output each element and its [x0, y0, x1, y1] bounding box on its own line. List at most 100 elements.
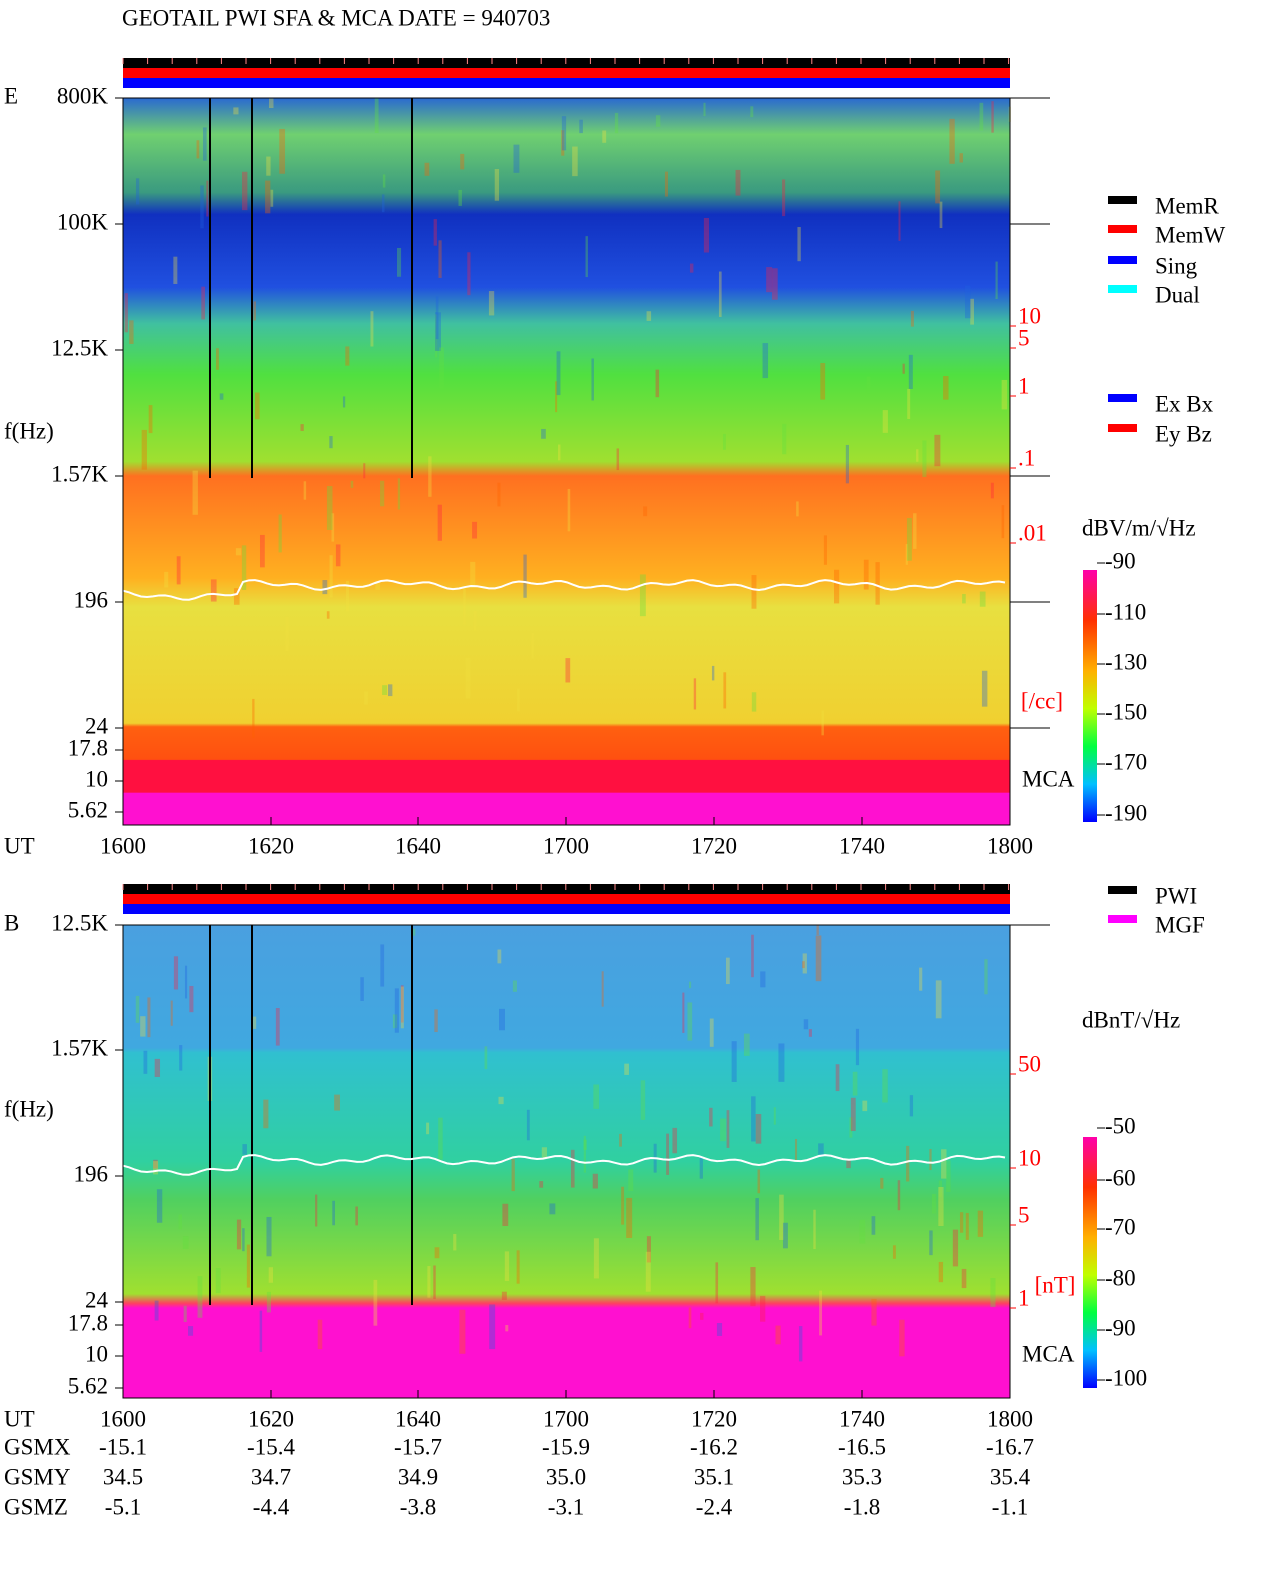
spectrogram-texture	[460, 153, 465, 170]
spectrogram-texture	[173, 256, 178, 284]
spectrogram-texture	[373, 1279, 378, 1326]
spectrogram-texture	[438, 1117, 443, 1160]
spectrogram-texture	[919, 967, 923, 991]
spectrogram-texture	[326, 486, 333, 530]
spectrogram-texture	[555, 381, 558, 413]
spectrogram-texture	[523, 554, 527, 598]
spectrogram-texture	[179, 1045, 183, 1071]
spectrogram-texture	[434, 1247, 440, 1259]
colorbar	[1083, 570, 1097, 822]
spectrogram-texture	[725, 957, 730, 985]
spectrogram-texture	[275, 1008, 280, 1046]
colorbar-tick-label: -90	[1105, 548, 1136, 573]
mode-bar	[123, 68, 1010, 78]
orbit-value: -3.8	[400, 1494, 436, 1519]
x-tick-label: 1800	[987, 833, 1033, 858]
spectrogram-texture	[197, 1276, 203, 1318]
spectrogram-texture	[979, 591, 986, 607]
spectrogram-texture	[135, 178, 140, 205]
mode-bar	[123, 58, 1010, 68]
spectrogram-texture	[709, 1018, 714, 1047]
spectrogram-texture	[434, 1009, 438, 1033]
spectrogram-texture	[990, 482, 994, 499]
y-tick-label: 24	[85, 713, 109, 738]
spectrogram-texture	[268, 1267, 274, 1283]
spectrogram-texture	[433, 219, 437, 246]
spectrogram-texture	[979, 102, 984, 131]
spectrogram-texture	[439, 347, 444, 389]
spectrogram-texture	[453, 1233, 457, 1251]
x-tick-label: 1620	[248, 833, 294, 858]
mode-bar	[123, 78, 1010, 88]
spectrogram-texture	[991, 101, 994, 133]
spectrogram-texture	[242, 1144, 247, 1155]
spectrogram-texture	[513, 144, 520, 173]
spectrogram-texture	[424, 162, 430, 176]
spectrogram-texture	[1001, 505, 1005, 539]
spectrogram-texture	[875, 562, 880, 605]
spectrogram-texture	[266, 156, 271, 176]
plasma-line	[122, 579, 1006, 601]
spectrogram-texture	[794, 1138, 798, 1161]
spectrogram-texture	[322, 580, 328, 595]
spectrogram-texture	[813, 1209, 816, 1250]
spectrogram-texture	[880, 1177, 884, 1189]
spectrogram-texture	[938, 1261, 944, 1283]
spectrogram-texture	[579, 119, 583, 134]
spectrogram-texture	[846, 1160, 851, 1169]
spectrogram-texture	[153, 1159, 158, 1169]
orbit-value: 35.3	[842, 1464, 882, 1489]
spectrogram-texture	[375, 580, 380, 590]
spectrogram-texture	[129, 320, 134, 344]
spectrogram-texture	[626, 1197, 633, 1238]
spectrogram-texture	[345, 346, 350, 366]
spectrogram-texture	[943, 376, 949, 400]
spectrogram-texture	[882, 1069, 888, 1103]
spectrogram-texture	[751, 575, 757, 609]
spectrogram-texture	[512, 980, 517, 992]
spectrogram-texture	[970, 298, 974, 325]
spectrogram-texture	[593, 1084, 600, 1109]
spectrogram-texture	[380, 944, 385, 987]
spectrogram-texture	[731, 1041, 737, 1082]
spectrogram-texture	[819, 1290, 823, 1336]
spectrogram-texture	[952, 1229, 959, 1267]
spectrogram-texture	[815, 935, 822, 982]
legend-swatch	[1108, 915, 1137, 923]
spectrogram-texture	[922, 440, 927, 477]
spectrogram-texture	[689, 263, 694, 273]
y-tick-label: 24	[85, 1287, 109, 1312]
colorbar-unit: dBnT/√Hz	[1082, 1007, 1180, 1032]
y-tick-label: 1.57K	[51, 461, 108, 486]
spectrogram-texture	[266, 1291, 271, 1313]
spectrogram-texture	[935, 980, 942, 1019]
spectrogram-texture	[541, 428, 546, 439]
spectrogram-texture	[124, 293, 128, 333]
spectrogram-texture	[156, 1189, 163, 1223]
spectrogram-texture	[210, 579, 217, 602]
spectrogram-texture	[178, 1214, 182, 1230]
spectrogram-texture	[601, 971, 604, 1007]
spectrogram-texture	[621, 1186, 625, 1225]
spectrogram-texture	[946, 1160, 951, 1192]
spectrogram-texture	[278, 514, 282, 553]
orbit-value: -16.2	[690, 1434, 738, 1459]
orbit-value: -15.7	[394, 1434, 442, 1459]
spectrogram-texture	[803, 1019, 809, 1030]
colorbar	[1083, 1137, 1097, 1388]
spectrogram-texture	[906, 1145, 910, 1182]
panel-label: B	[4, 910, 19, 935]
spectrogram-texture	[640, 1080, 646, 1120]
spectrogram-texture	[241, 545, 247, 590]
spectrogram-texture	[363, 463, 366, 479]
spectrogram-texture	[242, 171, 248, 211]
spectrogram-texture	[219, 393, 224, 400]
x-tick-label: 1600	[100, 1406, 146, 1431]
spectrogram	[123, 98, 1010, 825]
colorbar-tick-label: -150	[1105, 699, 1147, 724]
spectrogram-texture	[370, 311, 374, 347]
x-axis-label: UT	[4, 833, 35, 858]
spectrogram-texture	[516, 1250, 520, 1284]
x-tick-label: 1700	[543, 1406, 589, 1431]
colorbar-tick-label: -50	[1105, 1113, 1136, 1138]
